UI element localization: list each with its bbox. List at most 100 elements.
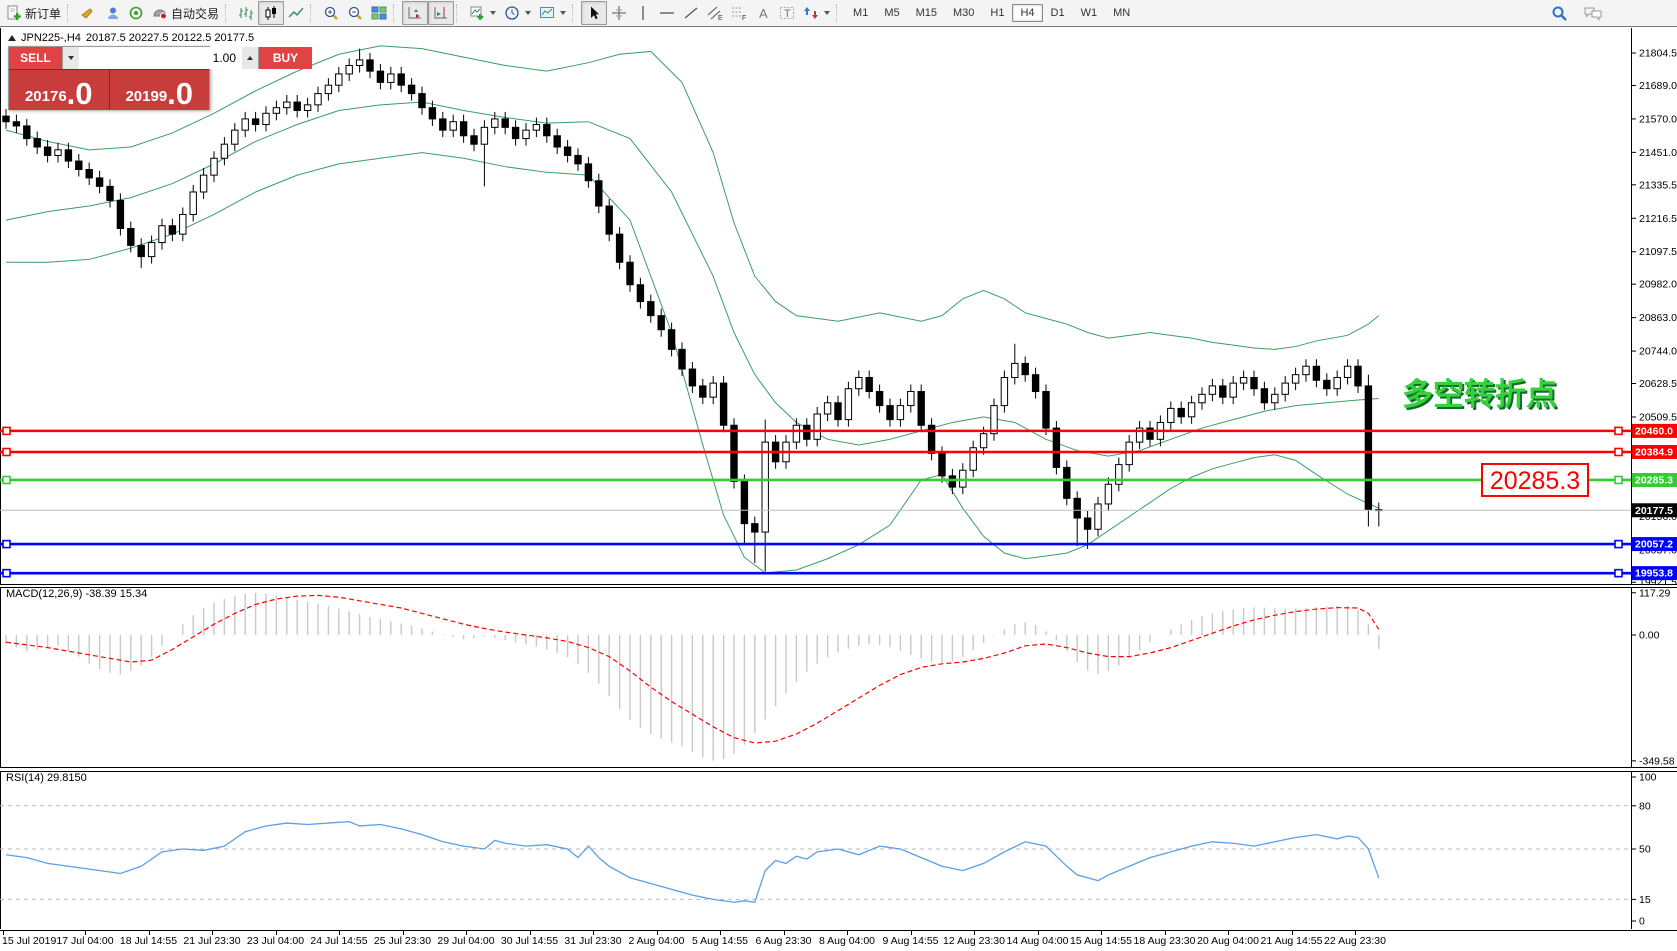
signals-icon xyxy=(129,6,143,20)
tab-m1[interactable]: M1 xyxy=(853,7,869,19)
time-tick xyxy=(1037,931,1039,935)
time-tick xyxy=(148,931,150,935)
auto-trading-label: 自动交易 xyxy=(171,6,220,21)
chat-button[interactable] xyxy=(1581,2,1605,24)
main-chart-panel[interactable]: 21804.5 21689.0 21570.0 21451.0 21335.5 21216… xyxy=(0,28,1677,585)
auto-trading-button[interactable]: 自动交易 xyxy=(148,2,223,24)
time-tick xyxy=(466,931,467,935)
svg-text:50: 50 xyxy=(1639,844,1651,856)
buy-price[interactable]: 20199 .0 xyxy=(109,70,209,110)
volume-increase-button[interactable] xyxy=(242,47,258,69)
volume-decrease-button[interactable] xyxy=(63,47,79,69)
search-button[interactable] xyxy=(1547,2,1571,24)
time-label: 20 Aug 04:00 xyxy=(1197,935,1259,947)
auto-scroll-button[interactable] xyxy=(402,1,429,25)
tab-d1[interactable]: D1 xyxy=(1050,7,1065,19)
tab-m30[interactable]: M30 xyxy=(953,7,975,19)
sell-button[interactable]: SELL xyxy=(9,47,62,69)
chat-icon xyxy=(1584,7,1602,21)
equidistant-channel-button[interactable]: E xyxy=(703,2,727,24)
candle-chart-button[interactable] xyxy=(258,1,285,25)
tab-m15[interactable]: M15 xyxy=(915,7,937,19)
price-callout-text: 20285.3 xyxy=(1490,467,1580,495)
svg-text:-349.58: -349.58 xyxy=(1639,755,1675,767)
time-label: 8 Aug 04:00 xyxy=(818,935,876,947)
line-chart-icon xyxy=(288,7,304,18)
buy-price-main: 20199 xyxy=(125,88,168,105)
macd-panel[interactable]: 117.29 0.00 -349.58 xyxy=(0,585,1677,769)
tab-m5[interactable]: M5 xyxy=(884,7,900,19)
bar-chart-button[interactable] xyxy=(234,2,258,24)
svg-text:21097.5: 21097.5 xyxy=(1639,246,1677,258)
fibonacci-button[interactable]: F xyxy=(727,2,751,24)
svg-text:21216.5: 21216.5 xyxy=(1639,213,1677,225)
new-order-icon xyxy=(7,5,21,20)
rsi-panel[interactable]: 100 80 50 15 0 xyxy=(0,769,1677,930)
svg-text:15: 15 xyxy=(1639,894,1651,906)
macd-chart[interactable]: 117.29 0.00 -349.58 xyxy=(0,585,1677,769)
time-label: 17 Jul 04:00 xyxy=(56,935,114,947)
text-button[interactable]: A xyxy=(751,2,775,24)
tile-windows-icon xyxy=(371,6,387,20)
horn-button[interactable] xyxy=(76,2,100,24)
time-tick xyxy=(1164,931,1166,935)
crosshair-button[interactable] xyxy=(607,2,631,24)
collapse-panel-icon[interactable] xyxy=(8,35,16,41)
tab-h4[interactable]: H4 xyxy=(1012,4,1043,22)
volume-input[interactable] xyxy=(79,47,242,69)
auto-scroll-icon xyxy=(408,7,422,19)
chart-shift-button[interactable] xyxy=(428,1,455,25)
time-tick xyxy=(720,931,721,935)
price-callout-box xyxy=(1481,462,1589,497)
templates-caret-icon xyxy=(560,11,567,15)
sell-price-main: 20176 xyxy=(24,88,67,105)
tab-w1[interactable]: W1 xyxy=(1080,7,1098,19)
trendline-icon xyxy=(684,7,698,19)
time-label: 15 Aug 14:55 xyxy=(1070,935,1132,947)
bar-chart-icon xyxy=(239,7,254,20)
buy-button[interactable]: BUY xyxy=(259,47,312,69)
chart-title: JPN225-,H4 20187.5 20227.5 20122.5 20177… xyxy=(8,32,254,44)
cursor-icon xyxy=(591,6,600,20)
cursor-button[interactable] xyxy=(581,1,608,25)
new-chart-button[interactable] xyxy=(465,2,500,24)
trendline-button[interactable] xyxy=(679,2,703,24)
time-label: 15 Jul 2019 xyxy=(2,935,57,947)
sell-price[interactable]: 20176 .0 xyxy=(9,70,110,110)
templates-button[interactable] xyxy=(535,2,570,24)
tile-windows-button[interactable] xyxy=(367,2,391,24)
time-tick xyxy=(402,931,404,935)
time-axis[interactable]: 15 Jul 2019 17 Jul 04:00 18 Jul 14:55 21 Ju… xyxy=(0,930,1677,951)
svg-text:20509.5: 20509.5 xyxy=(1639,411,1677,423)
tab-h1[interactable]: H1 xyxy=(990,7,1005,19)
horizontal-line-button[interactable] xyxy=(655,2,679,24)
zoom-out-button[interactable] xyxy=(343,2,367,24)
time-tick xyxy=(656,931,658,935)
time-label: 6 Aug 23:30 xyxy=(755,935,812,947)
time-tick xyxy=(910,931,912,935)
svg-text:0.00: 0.00 xyxy=(1639,630,1660,642)
svg-text:20460.0: 20460.0 xyxy=(1635,425,1673,437)
rsi-chart[interactable]: 100 80 50 15 0 xyxy=(0,769,1677,930)
arrows-button[interactable] xyxy=(799,2,834,24)
line-chart-button[interactable] xyxy=(284,2,308,24)
fibonacci-icon: F xyxy=(732,7,746,21)
new-chart-icon xyxy=(470,6,484,20)
profiles-button[interactable] xyxy=(500,2,535,24)
signals-button[interactable] xyxy=(124,2,148,24)
time-label: 2 Aug 04:00 xyxy=(628,935,685,947)
text-label-button[interactable]: T xyxy=(775,2,799,24)
candlestick-chart[interactable]: 21804.5 21689.0 21570.0 21451.0 21335.5 21216… xyxy=(0,28,1677,585)
svg-text:21804.5: 21804.5 xyxy=(1639,48,1677,60)
svg-text:21689.0: 21689.0 xyxy=(1639,80,1677,92)
community-button[interactable] xyxy=(100,2,124,24)
chart-symbol-period: JPN225-,H4 xyxy=(21,32,81,44)
tab-mn[interactable]: MN xyxy=(1113,7,1131,19)
new-order-button[interactable]: 新订单 xyxy=(2,2,65,24)
vertical-line-button[interactable] xyxy=(631,2,655,24)
svg-text:21335.5: 21335.5 xyxy=(1639,179,1677,191)
svg-text:80: 80 xyxy=(1639,800,1651,812)
one-click-trading-widget: SELL BUY 20176 .0 20199 .0 xyxy=(8,46,312,110)
zoom-in-button[interactable] xyxy=(319,2,343,24)
